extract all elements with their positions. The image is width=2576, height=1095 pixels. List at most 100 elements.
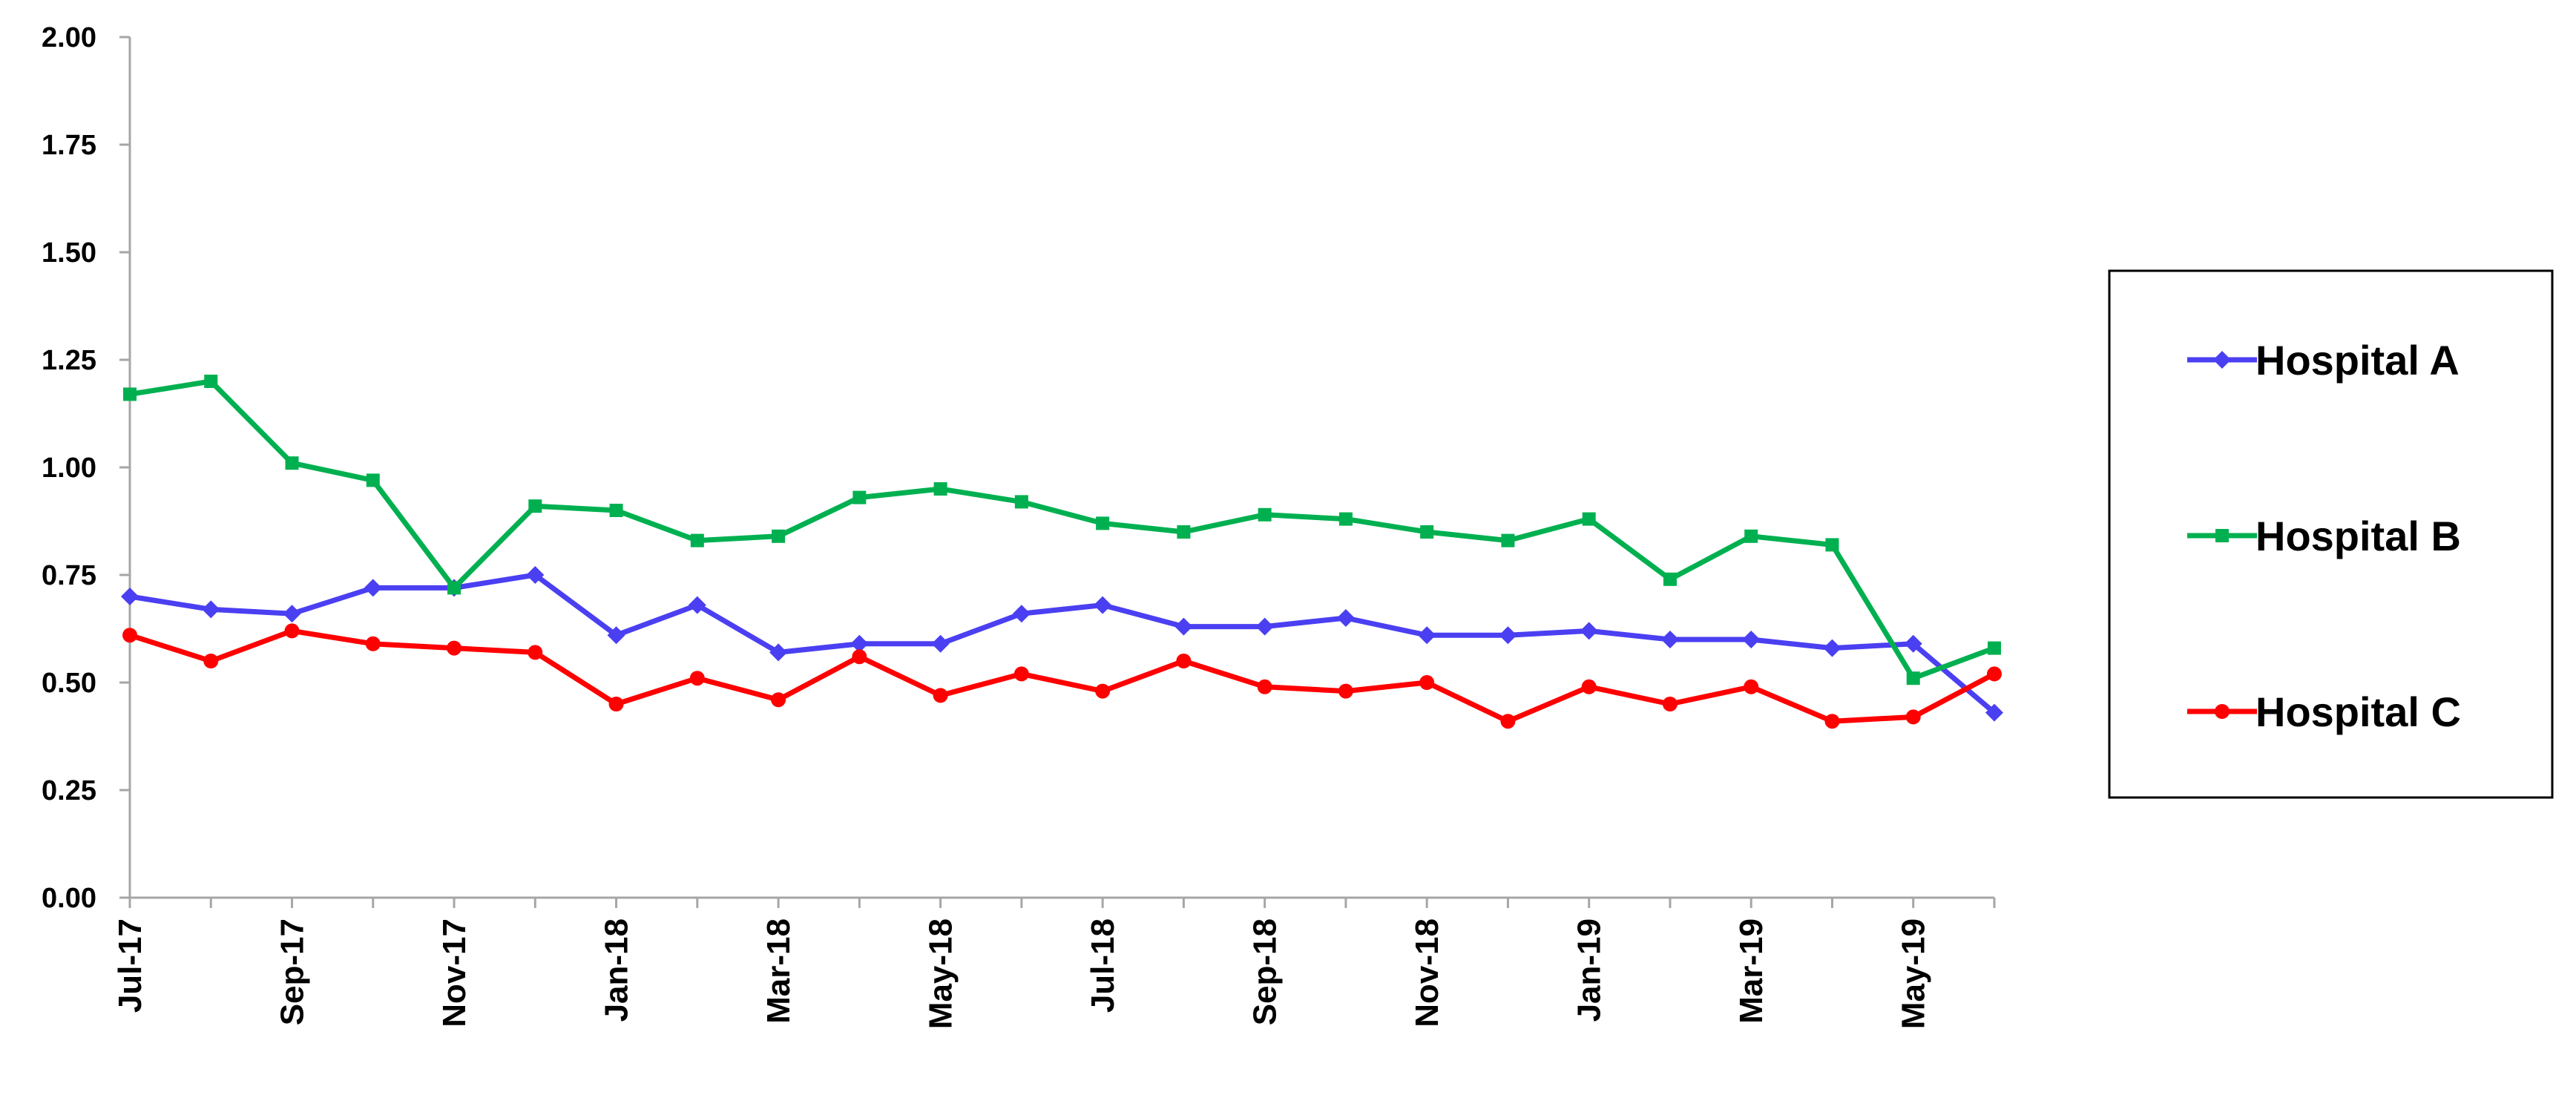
- data-point: [1987, 666, 2002, 682]
- data-point: [1012, 605, 1031, 623]
- y-tick-label: 1.50: [42, 237, 96, 269]
- series-hospital-a: [121, 566, 2003, 722]
- data-point: [1176, 654, 1192, 668]
- data-point: [1581, 679, 1597, 694]
- data-point: [933, 688, 948, 703]
- data-point: [1014, 495, 1028, 509]
- data-point: [1744, 679, 1759, 694]
- data-point: [365, 636, 381, 651]
- data-point: [283, 605, 301, 623]
- legend-label: Hospital A: [2255, 337, 2460, 384]
- data-point: [1499, 626, 1517, 645]
- x-tick-label: Sep-18: [1247, 918, 1284, 1025]
- data-point: [771, 692, 786, 708]
- series-hospital-c: [122, 623, 2002, 729]
- x-tick-label: Mar-18: [760, 918, 797, 1024]
- data-point: [528, 645, 543, 660]
- y-tick-label: 1.00: [42, 453, 96, 484]
- data-point: [2213, 351, 2231, 369]
- data-point: [204, 375, 218, 388]
- data-point: [2215, 529, 2229, 542]
- data-point: [1336, 609, 1355, 627]
- data-point: [607, 626, 625, 645]
- data-point: [1985, 703, 2003, 722]
- x-tick-label: Nov-18: [1409, 918, 1445, 1027]
- data-point: [1096, 516, 1110, 530]
- data-point: [1177, 525, 1191, 539]
- data-point: [1582, 512, 1596, 526]
- data-point: [123, 387, 137, 401]
- data-point: [1257, 679, 1272, 694]
- data-point: [447, 581, 461, 595]
- data-point: [689, 671, 705, 686]
- data-point: [1662, 697, 1678, 711]
- data-point: [850, 634, 869, 653]
- data-point: [1988, 641, 2001, 655]
- data-point: [1419, 675, 1435, 690]
- series-line: [129, 572, 1997, 715]
- series-hospital-b: [123, 375, 2001, 685]
- y-tick-label: 0.50: [42, 668, 96, 699]
- data-point: [1338, 683, 1353, 699]
- x-tick-label: May-18: [923, 918, 959, 1029]
- y-tick-label: 0.25: [42, 775, 96, 806]
- data-point: [528, 499, 542, 513]
- data-point: [122, 628, 137, 643]
- data-point: [1338, 512, 1353, 526]
- data-point: [1663, 572, 1677, 586]
- axes: 0.00 0.25 0.50 0.75 1.00 1.25 1.50 1.75 2.00 Jul-…: [42, 22, 1996, 1029]
- data-point: [852, 490, 867, 504]
- data-point: [852, 649, 867, 665]
- data-point: [1255, 617, 1274, 636]
- y-tick-label: 0.00: [42, 883, 96, 914]
- data-point: [1906, 671, 1920, 685]
- data-point: [1660, 631, 1679, 648]
- x-tick-label: Nov-17: [436, 918, 473, 1027]
- data-point: [1825, 538, 1839, 552]
- data-point: [1258, 507, 1272, 522]
- data-point: [1905, 709, 1921, 725]
- data-point: [1501, 533, 1515, 548]
- data-point: [202, 600, 220, 619]
- legend-label: Hospital B: [2255, 513, 2461, 559]
- data-point: [1095, 683, 1111, 699]
- legend-item: Hospital A: [2187, 337, 2460, 384]
- series-line: [129, 378, 1996, 681]
- data-point: [526, 566, 545, 584]
- x-tick-label: Jul-17: [112, 918, 148, 1013]
- data-point: [1174, 617, 1193, 636]
- data-point: [1418, 626, 1436, 645]
- legend-label: Hospital C: [2255, 688, 2461, 735]
- data-point: [121, 588, 139, 605]
- data-point: [772, 529, 786, 543]
- data-point: [1744, 529, 1758, 543]
- data-point: [364, 579, 382, 597]
- x-tick-label: Jan-19: [1571, 918, 1608, 1022]
- y-tick-label: 1.75: [42, 130, 96, 161]
- data-point: [1013, 666, 1029, 682]
- data-point: [933, 482, 947, 496]
- data-point: [1500, 714, 1516, 729]
- data-point: [609, 504, 623, 517]
- data-point: [769, 643, 788, 662]
- data-point: [608, 697, 624, 711]
- x-tick-label: Jan-18: [599, 918, 635, 1022]
- data-point: [2215, 704, 2230, 719]
- y-tick-label: 0.75: [42, 560, 96, 591]
- data-point: [366, 473, 380, 487]
- data-point: [1742, 631, 1761, 648]
- data-point: [1823, 639, 1841, 657]
- series-line: [128, 628, 1996, 724]
- y-tick-label: 1.25: [42, 345, 96, 376]
- legend-item: Hospital C: [2187, 688, 2461, 735]
- data-point: [1824, 714, 1840, 729]
- data-point: [931, 634, 950, 653]
- data-point: [203, 654, 219, 668]
- x-tick-label: Mar-19: [1733, 918, 1770, 1024]
- data-point: [447, 640, 462, 656]
- x-tick-label: Sep-17: [275, 918, 311, 1025]
- data-point: [285, 456, 299, 470]
- data-point: [1094, 596, 1112, 614]
